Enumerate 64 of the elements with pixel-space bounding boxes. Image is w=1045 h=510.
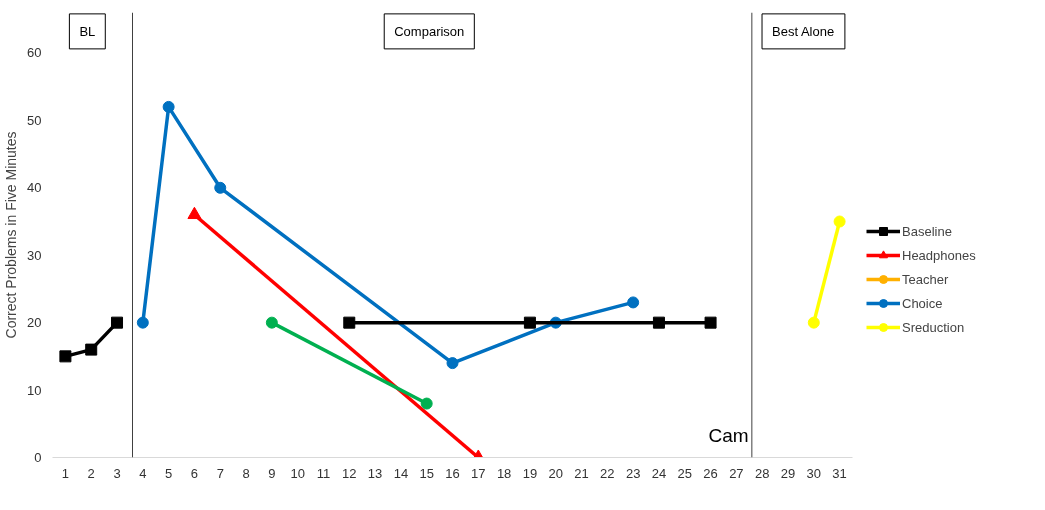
x-tick-label: 15 <box>419 465 434 481</box>
legend-label: Baseline <box>902 223 952 239</box>
point <box>136 316 149 329</box>
point <box>59 350 72 363</box>
legend-label: Choice <box>902 295 943 311</box>
y-tick-label: 60 <box>27 45 42 61</box>
point <box>265 316 278 329</box>
point <box>343 316 356 329</box>
point <box>162 100 175 113</box>
point <box>523 316 536 329</box>
legend-label: Headphones <box>902 247 976 263</box>
x-tick-label: 13 <box>367 465 383 481</box>
point <box>420 397 433 410</box>
annotation: Comparison <box>394 23 465 39</box>
point <box>704 316 717 329</box>
x-tick-label: 3 <box>113 465 121 481</box>
y-tick-label: 0 <box>34 450 42 465</box>
x-tick-label: 5 <box>165 465 173 481</box>
y-tick-label: 50 <box>27 112 42 128</box>
x-tick-label: 2 <box>87 465 95 481</box>
x-tick-label: 8 <box>242 465 250 481</box>
x-tick-label: 20 <box>548 465 563 481</box>
x-tick-label: 17 <box>471 465 486 481</box>
x-tick-label: 30 <box>806 465 822 481</box>
point <box>807 316 820 329</box>
x-tick-label: 23 <box>625 465 641 481</box>
x-tick-label: 25 <box>677 465 692 481</box>
x-tick-label: 24 <box>651 465 667 481</box>
annotation: BL <box>79 23 96 39</box>
x-tick-label: 16 <box>445 465 460 481</box>
x-tick-label: 18 <box>496 465 512 481</box>
x-tick-label: 7 <box>216 465 224 481</box>
x-tick-label: 12 <box>342 465 357 481</box>
point <box>627 296 640 309</box>
x-tick-label: 27 <box>729 465 744 481</box>
legend-label: Teacher <box>902 271 949 287</box>
x-tick-label: 26 <box>703 465 718 481</box>
x-tick-label: 9 <box>268 465 276 481</box>
x-tick-label: 21 <box>574 465 589 481</box>
point <box>652 316 665 329</box>
y-tick-label: 40 <box>27 180 42 196</box>
y-tick-label: 20 <box>27 315 42 331</box>
y-tick-label: 30 <box>27 247 42 263</box>
legend-label: Sreduction <box>902 319 965 335</box>
x-tick-label: 31 <box>832 465 847 481</box>
y-tick-label: 10 <box>27 382 42 398</box>
x-tick-label: 6 <box>190 465 199 481</box>
x-tick-label: 28 <box>754 465 770 481</box>
annotation: Best Alone <box>772 23 835 39</box>
x-tick-label: 10 <box>290 465 305 481</box>
y-axis-title: Correct Problems in Five Minutes <box>3 131 20 339</box>
point <box>111 316 124 329</box>
point <box>214 181 227 194</box>
x-tick-label: 4 <box>139 465 147 481</box>
x-tick-label: 14 <box>393 465 409 481</box>
x-tick-label: 19 <box>522 465 538 481</box>
point <box>833 215 846 228</box>
x-tick-label: 29 <box>780 465 796 481</box>
x-tick-label: 1 <box>61 465 70 481</box>
x-tick-label: 11 <box>316 465 331 481</box>
x-tick-label: 22 <box>600 465 615 481</box>
annotation: Cam <box>708 425 749 447</box>
point <box>446 357 459 370</box>
point <box>85 343 98 356</box>
